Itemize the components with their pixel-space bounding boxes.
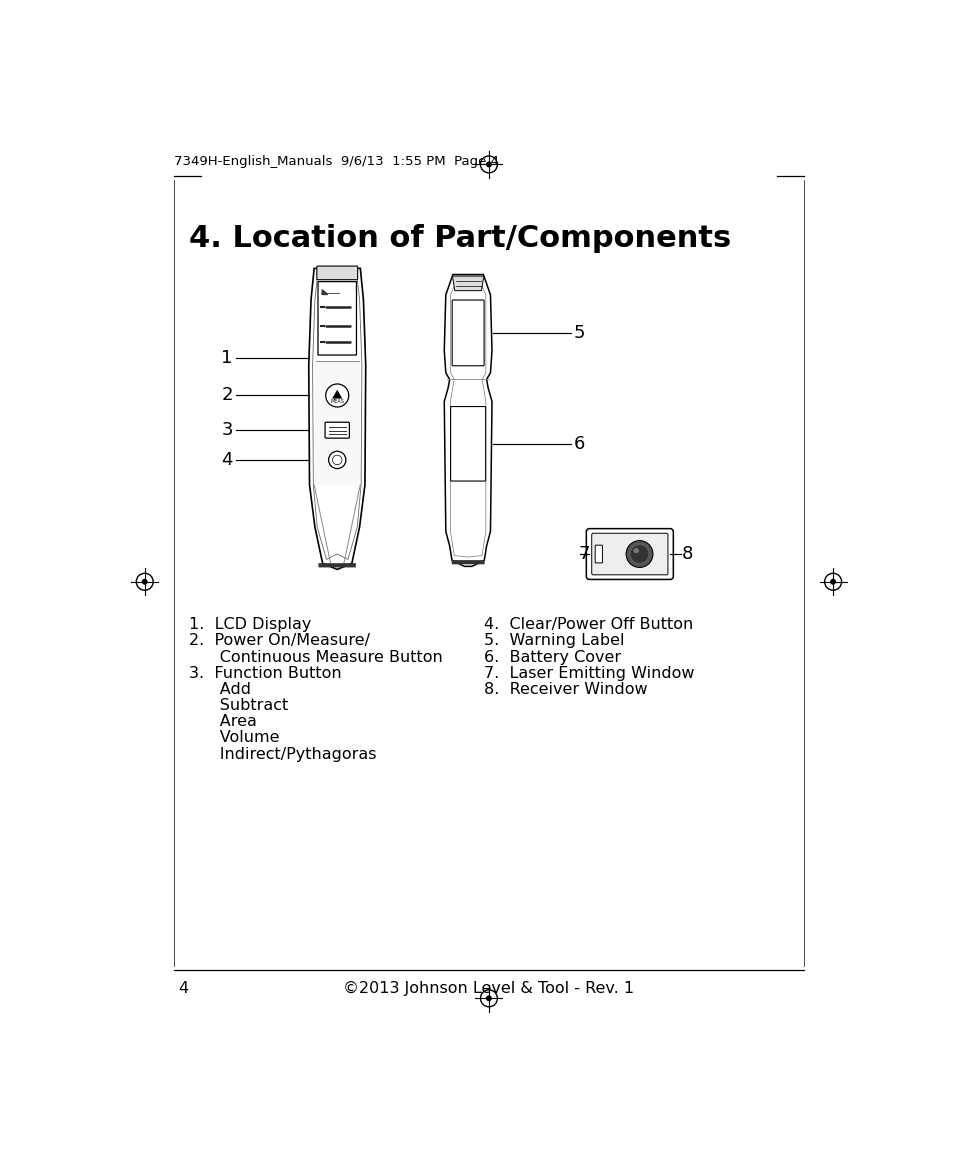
Text: 2.  Power On/Measure/: 2. Power On/Measure/ bbox=[190, 634, 370, 649]
FancyBboxPatch shape bbox=[314, 361, 359, 485]
Circle shape bbox=[633, 548, 639, 553]
Text: 5.  Warning Label: 5. Warning Label bbox=[483, 634, 623, 649]
Text: 1.  LCD Display: 1. LCD Display bbox=[190, 617, 312, 632]
Text: 4.  Clear/Power Off Button: 4. Clear/Power Off Button bbox=[483, 617, 692, 632]
Text: 5: 5 bbox=[574, 324, 585, 342]
Text: 8.  Receiver Window: 8. Receiver Window bbox=[483, 682, 646, 697]
Text: MEAS: MEAS bbox=[330, 399, 344, 404]
Polygon shape bbox=[309, 268, 365, 569]
Circle shape bbox=[625, 540, 652, 568]
FancyBboxPatch shape bbox=[595, 545, 601, 563]
FancyBboxPatch shape bbox=[452, 560, 484, 564]
Text: 4. Location of Part/Components: 4. Location of Part/Components bbox=[190, 225, 731, 253]
Circle shape bbox=[325, 384, 349, 407]
Text: 6: 6 bbox=[574, 434, 585, 453]
Text: 2: 2 bbox=[221, 386, 233, 404]
Text: Continuous Measure Button: Continuous Measure Button bbox=[190, 650, 443, 665]
Polygon shape bbox=[444, 274, 492, 567]
Text: 4: 4 bbox=[177, 980, 188, 995]
FancyBboxPatch shape bbox=[317, 281, 356, 355]
Circle shape bbox=[485, 161, 492, 167]
Text: 3: 3 bbox=[221, 422, 233, 439]
Text: 7.  Laser Emitting Window: 7. Laser Emitting Window bbox=[483, 666, 694, 681]
Text: 1: 1 bbox=[221, 349, 233, 366]
FancyBboxPatch shape bbox=[450, 407, 485, 482]
Text: Volume: Volume bbox=[190, 730, 279, 745]
Circle shape bbox=[333, 455, 341, 464]
Text: 6.  Battery Cover: 6. Battery Cover bbox=[483, 650, 620, 665]
Text: ©2013 Johnson Level & Tool - Rev. 1: ©2013 Johnson Level & Tool - Rev. 1 bbox=[343, 980, 634, 995]
Circle shape bbox=[485, 995, 492, 1001]
Text: 4: 4 bbox=[221, 450, 233, 469]
Text: 8: 8 bbox=[681, 545, 693, 563]
Text: 7349H-English_Manuals  9/6/13  1:55 PM  Page 4: 7349H-English_Manuals 9/6/13 1:55 PM Pag… bbox=[173, 156, 498, 168]
FancyBboxPatch shape bbox=[316, 266, 357, 280]
Polygon shape bbox=[452, 276, 483, 290]
Text: Add: Add bbox=[190, 682, 252, 697]
Polygon shape bbox=[322, 290, 327, 295]
Circle shape bbox=[142, 578, 148, 585]
FancyBboxPatch shape bbox=[591, 533, 667, 575]
FancyBboxPatch shape bbox=[325, 423, 349, 438]
FancyBboxPatch shape bbox=[586, 529, 673, 579]
Circle shape bbox=[328, 452, 346, 469]
Polygon shape bbox=[332, 389, 342, 399]
Text: Area: Area bbox=[190, 714, 257, 729]
Text: 7: 7 bbox=[578, 545, 589, 563]
FancyBboxPatch shape bbox=[318, 563, 355, 567]
FancyBboxPatch shape bbox=[452, 300, 483, 366]
Text: 3.  Function Button: 3. Function Button bbox=[190, 666, 342, 681]
Text: Subtract: Subtract bbox=[190, 698, 289, 713]
Text: Indirect/Pythagoras: Indirect/Pythagoras bbox=[190, 746, 376, 761]
Circle shape bbox=[630, 545, 648, 563]
Circle shape bbox=[829, 578, 835, 585]
